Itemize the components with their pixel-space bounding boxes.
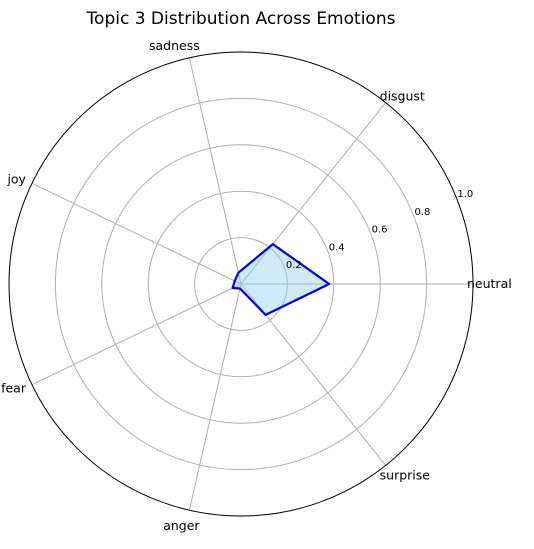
category-label-sadness: sadness bbox=[149, 38, 200, 53]
spoke-line bbox=[31, 283, 242, 386]
spoke-line bbox=[188, 283, 242, 511]
grid bbox=[8, 51, 474, 517]
spoke-line bbox=[31, 182, 242, 285]
category-label-joy: joy bbox=[6, 171, 26, 186]
r-tick-label: 0.4 bbox=[329, 242, 345, 253]
r-tick-label: 0.2 bbox=[286, 260, 302, 271]
category-label-anger: anger bbox=[163, 518, 200, 533]
spoke-line bbox=[188, 57, 242, 285]
series-line bbox=[231, 243, 331, 316]
r-tick-label: 0.6 bbox=[372, 225, 388, 236]
labels: 0.2 0.4 0.6 0.8 1.0 neutral disgust sadness joy f… bbox=[1, 38, 512, 533]
category-label-neutral: neutral bbox=[467, 276, 512, 291]
category-label-disgust: disgust bbox=[380, 89, 425, 104]
chart-title: Topic 3 Distribution Across Emotions bbox=[86, 9, 396, 29]
r-tick-label: 1.0 bbox=[457, 189, 473, 200]
spoke-line bbox=[240, 102, 387, 285]
category-label-fear: fear bbox=[1, 381, 27, 396]
category-label-surprise: surprise bbox=[380, 467, 431, 482]
outer-frame bbox=[8, 51, 474, 517]
r-tick-label: 0.8 bbox=[414, 207, 430, 218]
series-area bbox=[232, 244, 330, 315]
data-layer bbox=[231, 243, 331, 316]
